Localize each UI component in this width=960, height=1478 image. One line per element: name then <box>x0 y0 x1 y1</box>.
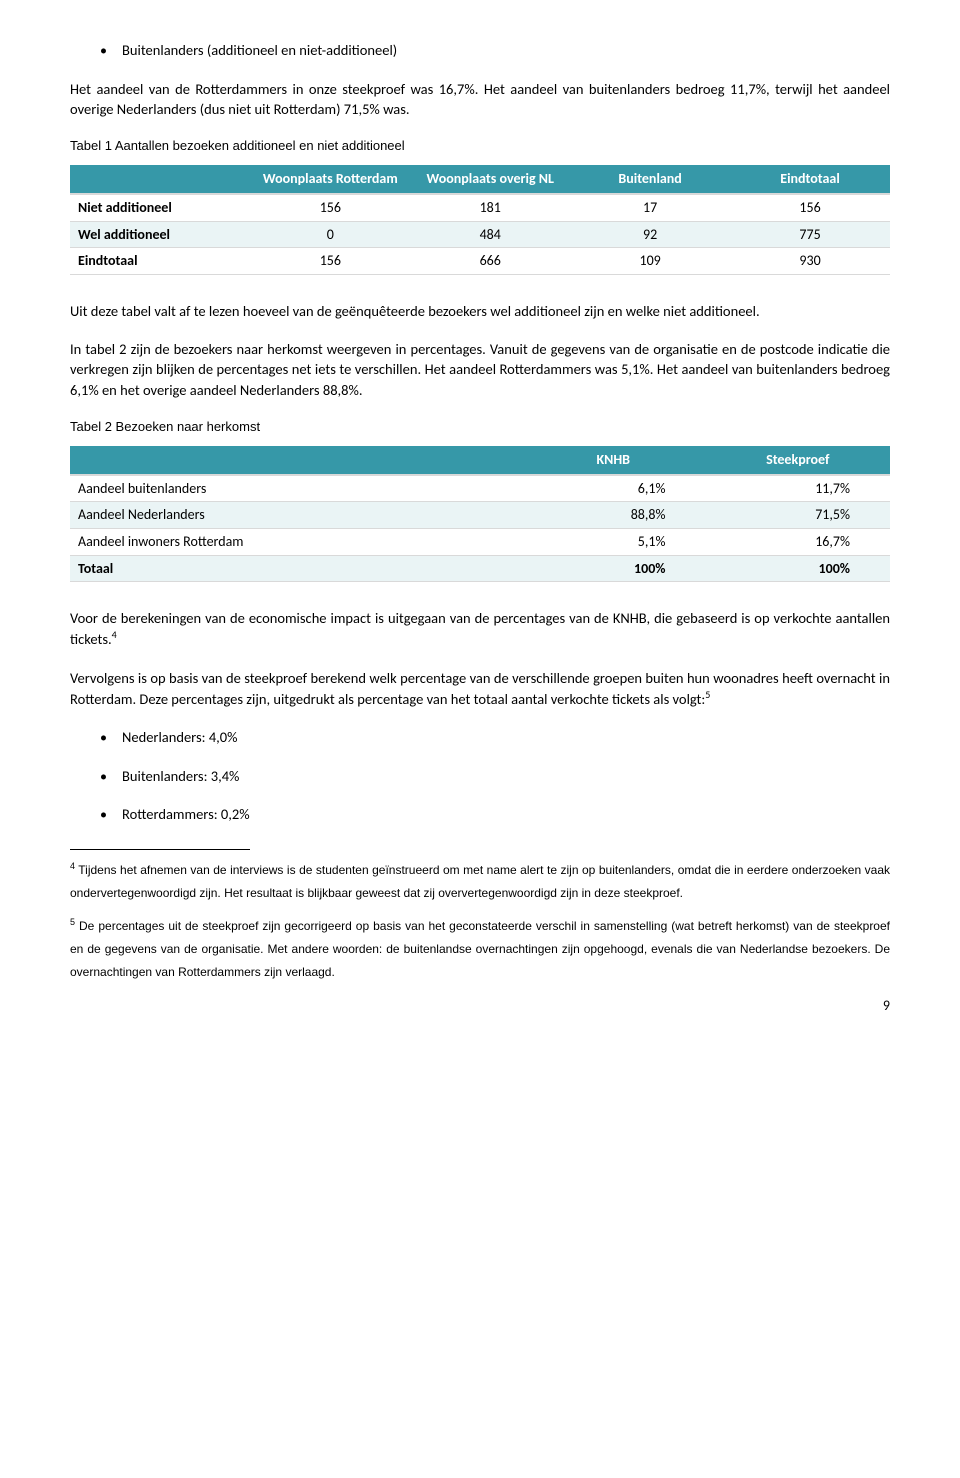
cell: 88,8% <box>521 502 706 529</box>
table-header: Eindtotaal <box>730 165 890 194</box>
table-header <box>70 446 521 475</box>
cell: 16,7% <box>706 528 891 555</box>
cell: 0 <box>250 221 410 248</box>
table-header: Woonplaats overig NL <box>410 165 570 194</box>
table-header: Woonplaats Rotterdam <box>250 165 410 194</box>
paragraph-text: Voor de berekeningen van de economische … <box>70 609 890 648</box>
table-row: Aandeel Nederlanders 88,8% 71,5% <box>70 502 890 529</box>
bullet-item: Rotterdammers: 0,2% <box>100 804 890 825</box>
bullet-text: Rotterdammers: 0,2% <box>122 804 250 825</box>
table-caption: Tabel 2 Bezoeken naar herkomst <box>70 418 890 436</box>
footnote-text: Tijdens het afnemen van de interviews is… <box>70 863 890 900</box>
cell: 11,7% <box>706 475 891 502</box>
table-row: Wel additioneel 0 484 92 775 <box>70 221 890 248</box>
cell: 71,5% <box>706 502 891 529</box>
cell: 5,1% <box>521 528 706 555</box>
cell: 6,1% <box>521 475 706 502</box>
paragraph: Het aandeel van de Rotterdammers in onze… <box>70 79 890 120</box>
paragraph: Vervolgens is op basis van de steekproef… <box>70 668 890 709</box>
cell: 17 <box>570 194 730 221</box>
bullet-text: Nederlanders: 4,0% <box>122 727 238 748</box>
bullet-icon <box>100 766 122 787</box>
table-additioneel: Woonplaats Rotterdam Woonplaats overig N… <box>70 165 890 274</box>
table-header <box>70 165 250 194</box>
cell: 156 <box>250 194 410 221</box>
row-label: Totaal <box>70 555 521 582</box>
table-row: Niet additioneel 156 181 17 156 <box>70 194 890 221</box>
cell: 109 <box>570 248 730 275</box>
table-header: Steekproef <box>706 446 891 475</box>
footnote-ref: 5 <box>705 688 710 701</box>
footnote-ref: 4 <box>112 628 117 641</box>
bullet-icon <box>100 40 122 61</box>
bullet-icon <box>100 727 122 748</box>
cell: 930 <box>730 248 890 275</box>
row-label: Aandeel buitenlanders <box>70 475 521 502</box>
bullet-text: Buitenlanders: 3,4% <box>122 766 239 787</box>
bullet-icon <box>100 804 122 825</box>
footnote: 4 Tijdens het afnemen van de interviews … <box>70 858 890 905</box>
table-header: KNHB <box>521 446 706 475</box>
row-label: Aandeel Nederlanders <box>70 502 521 529</box>
table-header: Buitenland <box>570 165 730 194</box>
table-row: Eindtotaal 156 666 109 930 <box>70 248 890 275</box>
table-row: Aandeel inwoners Rotterdam 5,1% 16,7% <box>70 528 890 555</box>
cell: 156 <box>730 194 890 221</box>
footnote-separator <box>70 849 250 850</box>
row-label: Niet additioneel <box>70 194 250 221</box>
bullet-item: Buitenlanders (additioneel en niet-addit… <box>100 40 890 61</box>
row-label: Eindtotaal <box>70 248 250 275</box>
bullet-item: Buitenlanders: 3,4% <box>100 766 890 787</box>
cell: 181 <box>410 194 570 221</box>
footnote-text: De percentages uit de steekproef zijn ge… <box>70 919 890 979</box>
table-herkomst: KNHB Steekproef Aandeel buitenlanders 6,… <box>70 446 890 582</box>
cell: 100% <box>706 555 891 582</box>
paragraph: Uit deze tabel valt af te lezen hoeveel … <box>70 301 890 321</box>
page-number: 9 <box>70 996 890 1016</box>
cell: 666 <box>410 248 570 275</box>
table-row: Aandeel buitenlanders 6,1% 11,7% <box>70 475 890 502</box>
footnote: 5 De percentages uit de steekproef zijn … <box>70 914 890 983</box>
cell: 484 <box>410 221 570 248</box>
cell: 100% <box>521 555 706 582</box>
cell: 775 <box>730 221 890 248</box>
bullet-item: Nederlanders: 4,0% <box>100 727 890 748</box>
paragraph: In tabel 2 zijn de bezoekers naar herkom… <box>70 339 890 400</box>
row-label: Aandeel inwoners Rotterdam <box>70 528 521 555</box>
cell: 92 <box>570 221 730 248</box>
bullet-text: Buitenlanders (additioneel en niet-addit… <box>122 40 397 61</box>
table-row: Totaal 100% 100% <box>70 555 890 582</box>
cell: 156 <box>250 248 410 275</box>
row-label: Wel additioneel <box>70 221 250 248</box>
table-caption: Tabel 1 Aantallen bezoeken additioneel e… <box>70 137 890 155</box>
paragraph-text: Vervolgens is op basis van de steekproef… <box>70 669 890 708</box>
paragraph: Voor de berekeningen van de economische … <box>70 608 890 649</box>
